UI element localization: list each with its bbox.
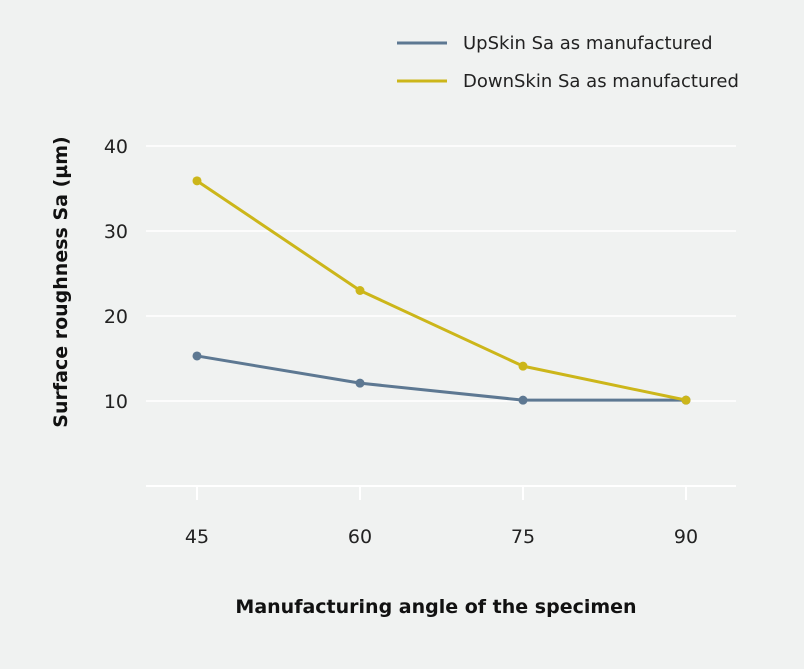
- y-tick-label: 20: [104, 306, 128, 328]
- series-line-downskin-sa-as-manufactured: [196, 179, 687, 402]
- data-point-downskin-sa-as-manufactured-45: [192, 176, 202, 186]
- x-axis-title: Manufacturing angle of the specimen: [235, 596, 636, 618]
- legend-label: UpSkin Sa as manufactured: [463, 33, 713, 54]
- data-point-upskin-sa-as-manufactured-45: [192, 351, 202, 361]
- data-point-downskin-sa-as-manufactured-90: [681, 395, 691, 405]
- series-line-upskin-sa-as-manufactured: [196, 354, 686, 402]
- y-axis-title: Surface roughness Sa (µm): [50, 136, 72, 427]
- data-point-upskin-sa-as-manufactured-60: [355, 378, 365, 388]
- legend: UpSkin Sa as manufactured DownSkin Sa as …: [397, 33, 739, 92]
- x-tick-label: 90: [674, 526, 698, 548]
- series: [192, 176, 691, 405]
- x-tick-label: 75: [511, 526, 535, 548]
- y-tick-label: 40: [104, 136, 128, 158]
- y-tick-label: 30: [104, 221, 128, 243]
- data-point-downskin-sa-as-manufactured-60: [355, 286, 365, 295]
- legend-label: DownSkin Sa as manufactured: [463, 71, 739, 92]
- x-tick-label: 60: [348, 526, 372, 548]
- data-point-downskin-sa-as-manufactured-75: [518, 361, 528, 371]
- data-point-upskin-sa-as-manufactured-75: [518, 395, 528, 405]
- axes: 10 20 30 40 45 60 75 90: [104, 136, 736, 548]
- y-tick-label: 10: [104, 391, 128, 413]
- x-tick-label: 45: [185, 526, 209, 548]
